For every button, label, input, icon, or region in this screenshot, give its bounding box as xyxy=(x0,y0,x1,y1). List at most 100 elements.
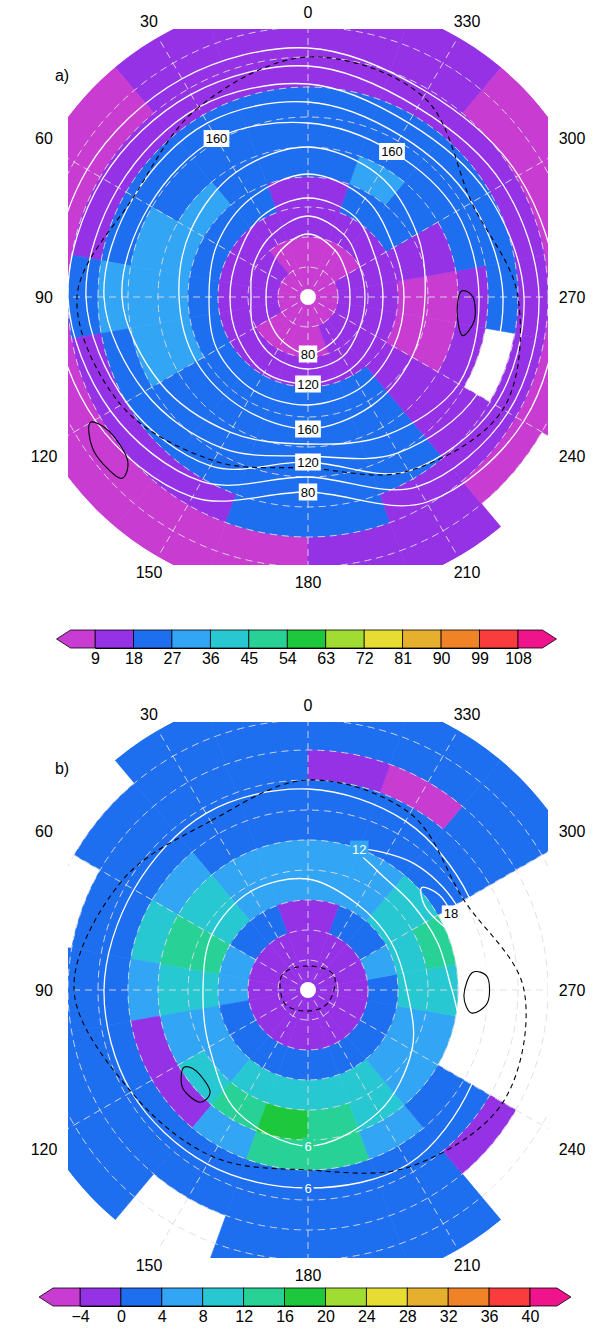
colorbar-tick: 24 xyxy=(358,1306,376,1325)
contour-label-box xyxy=(299,346,317,363)
colorbar-box xyxy=(285,1288,326,1306)
colorbar-tick-label: −4 xyxy=(71,1308,89,1325)
contour-label: 80 xyxy=(301,485,315,500)
cell xyxy=(287,1018,308,1050)
white-contour xyxy=(209,174,404,405)
colorbar-tick-label: 16 xyxy=(276,1308,294,1325)
lon-label: 0 xyxy=(304,4,313,21)
black-contour xyxy=(457,291,475,336)
contour-label: 160 xyxy=(297,422,319,437)
plot-area xyxy=(68,29,548,565)
white-contour xyxy=(251,216,365,369)
colorbar-extension xyxy=(530,1288,571,1306)
black-contour xyxy=(181,1067,210,1103)
colorbar-tick: 9 xyxy=(91,648,100,667)
colorbar-tick-label: 27 xyxy=(164,650,182,667)
contour-label-box xyxy=(379,143,405,160)
colorbar-extension xyxy=(39,1288,80,1306)
contour-label-group: 18 xyxy=(442,905,460,922)
contour-label-box xyxy=(299,484,317,501)
colorbar-tick: 4 xyxy=(158,1306,167,1325)
contour-label-box xyxy=(295,376,321,393)
contour-label-group: 6 xyxy=(302,1180,313,1197)
colorbar-tick: 28 xyxy=(399,1306,417,1325)
lon-grid-line xyxy=(308,990,458,1250)
pole xyxy=(300,982,316,998)
colorbar-tick-label: 28 xyxy=(399,1308,417,1325)
panel-letter: a) xyxy=(55,67,69,84)
lon-grid-line xyxy=(158,730,308,990)
black-contour xyxy=(464,972,490,1014)
lon-label: 90 xyxy=(35,982,53,999)
lon-grid-line xyxy=(308,840,548,990)
contours xyxy=(74,780,526,1188)
colorbar-tick-label: 20 xyxy=(317,1308,335,1325)
colorbar-box xyxy=(80,1288,121,1306)
lon-labels: 0306090120150180210240270300330 xyxy=(31,4,586,591)
cell xyxy=(456,266,488,329)
colorbar-tick: 32 xyxy=(440,1306,458,1325)
colorbar-tick: 81 xyxy=(394,648,412,667)
colorbar-tick-label: 45 xyxy=(240,650,258,667)
colorbar-axis: −40481216202428323640 xyxy=(71,1306,539,1325)
colorbar-tick-label: 81 xyxy=(394,650,412,667)
colorbar-box xyxy=(441,630,479,648)
colorbar-tick: 36 xyxy=(202,648,220,667)
lon-label: 120 xyxy=(31,1141,58,1158)
graticule xyxy=(68,29,548,565)
white-contour xyxy=(104,102,503,459)
figure: 8012016016016012080030609012015018021024… xyxy=(0,0,616,1337)
white-contour xyxy=(122,122,479,444)
contours xyxy=(68,48,548,506)
cell xyxy=(68,255,101,338)
colorbar-box xyxy=(489,1288,530,1306)
colorbar-extension xyxy=(518,630,556,648)
lon-grid-line xyxy=(158,990,308,1250)
lon-grid-line xyxy=(308,29,309,297)
cell xyxy=(277,1046,308,1080)
lon-label: 210 xyxy=(454,564,481,581)
lon-grid-line xyxy=(308,990,309,1258)
lon-grid-line xyxy=(308,297,548,298)
lon-grid-line xyxy=(68,990,308,1140)
contour-label: 160 xyxy=(206,131,228,146)
lon-label: 150 xyxy=(136,1257,163,1274)
colorbar-tick-label: 9 xyxy=(91,650,100,667)
lon-label: 300 xyxy=(559,823,586,840)
colorbar-box xyxy=(95,630,133,648)
colorbar-tick: 99 xyxy=(471,648,489,667)
lon-grid-line xyxy=(308,990,548,991)
contour-label-box xyxy=(295,454,321,471)
colorbar-tick-label: 40 xyxy=(522,1308,540,1325)
contour-labels: 612186 xyxy=(302,841,460,1197)
colorbar-box xyxy=(364,630,402,648)
white-contour xyxy=(203,879,414,1146)
lon-label: 60 xyxy=(35,823,53,840)
contour-label: 12 xyxy=(352,842,366,857)
colorbar-tick: 27 xyxy=(164,648,182,667)
lon-grid-line xyxy=(308,297,458,557)
plot-area xyxy=(68,722,548,1258)
black-contour xyxy=(77,57,521,475)
white-contour xyxy=(230,198,383,384)
cell xyxy=(128,959,160,1022)
contour-label-box xyxy=(295,421,321,438)
colorbar-tick-label: 32 xyxy=(440,1308,458,1325)
cell xyxy=(397,969,428,1011)
cell xyxy=(308,207,339,241)
contour-label-box xyxy=(302,1138,313,1155)
colorbar-tick-label: 63 xyxy=(317,650,335,667)
colorbar-tick: 8 xyxy=(199,1306,208,1325)
colorbar-box xyxy=(249,630,287,648)
lon-label: 330 xyxy=(454,13,481,30)
colorbar-box xyxy=(162,1288,203,1306)
contour-label: 120 xyxy=(297,455,319,470)
panel: 6121860306090120150180210240270300330 xyxy=(8,690,608,1290)
colorbar-tick: 20 xyxy=(317,1306,335,1325)
lon-label: 240 xyxy=(559,448,586,465)
colorbar-tick: 54 xyxy=(279,648,297,667)
white-contour xyxy=(68,48,548,506)
colorbar-tick: 90 xyxy=(433,648,451,667)
contour-label: 6 xyxy=(304,1181,311,1196)
colorbar-tick-label: 12 xyxy=(235,1308,253,1325)
